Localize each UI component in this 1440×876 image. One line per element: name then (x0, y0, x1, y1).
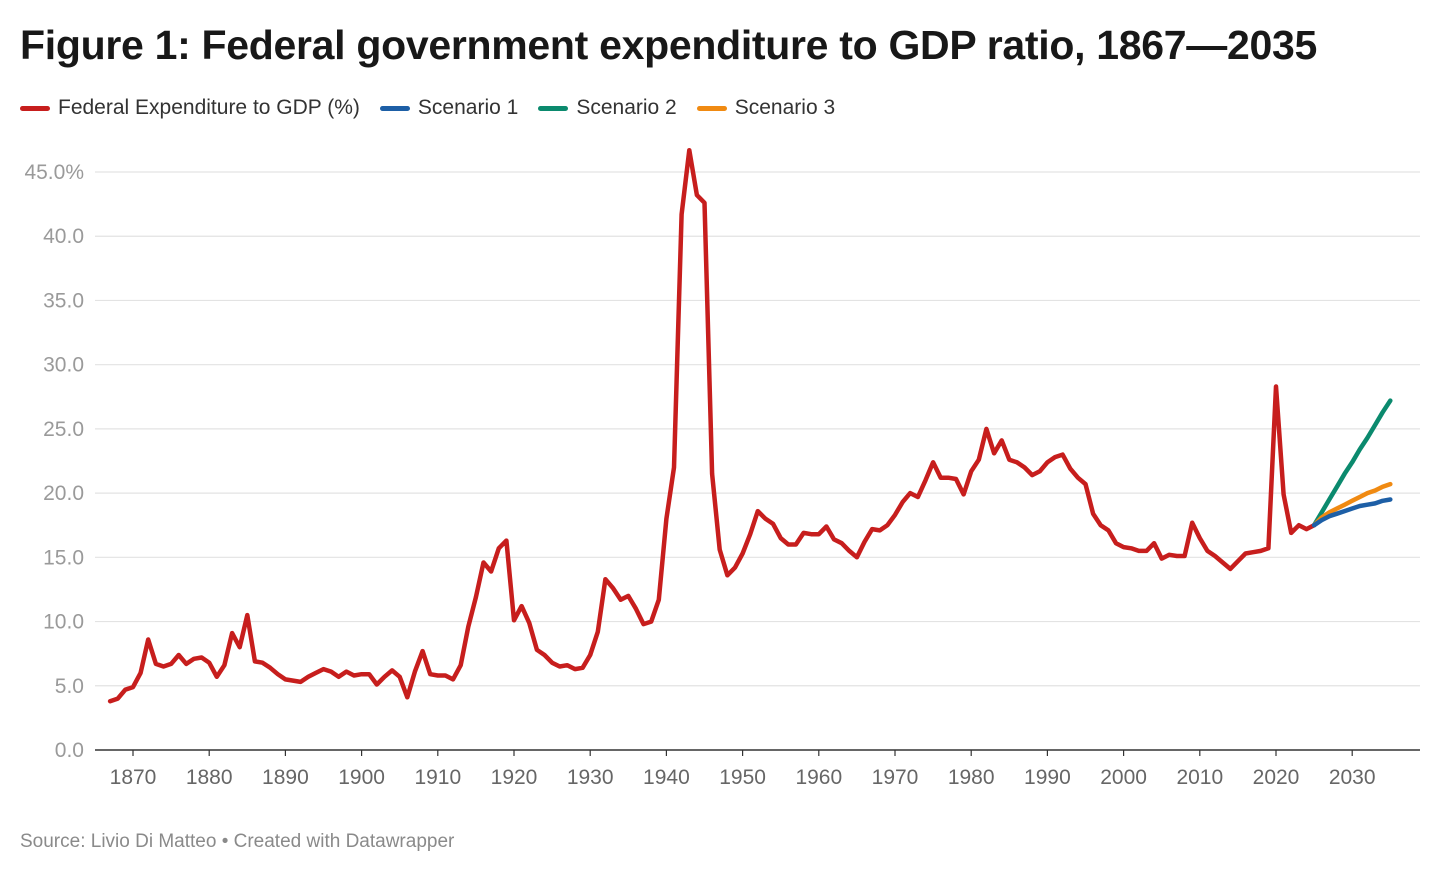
legend: Federal Expenditure to GDP (%) Scenario … (20, 96, 855, 120)
x-tick-label: 1880 (186, 766, 233, 789)
y-tick-label: 0.0 (55, 739, 84, 762)
series-line-scenario-2 (1311, 398, 1393, 528)
x-tick-label: 2000 (1100, 766, 1147, 789)
x-tick-label: 1940 (643, 766, 690, 789)
legend-item-federal: Federal Expenditure to GDP (%) (20, 96, 360, 120)
y-axis-ticks: 0.0 5.0 10.0 15.0 20.0 25.0 30.0 35.0 40.0 45.0% (24, 161, 84, 762)
y-tick-label: 45.0% (24, 161, 84, 184)
series-lines (107, 147, 1393, 704)
chart-title: Figure 1: Federal government expenditure… (20, 22, 1318, 68)
x-tick-label: 1950 (719, 766, 766, 789)
y-tick-label: 15.0 (43, 546, 84, 569)
x-axis-ticks: 1870 1880 1890 1900 1910 1920 1930 1940 1950 1960… (110, 750, 1376, 789)
grid-lines (95, 171, 1420, 751)
y-tick-label: 25.0 (43, 418, 84, 441)
y-tick-label: 35.0 (43, 289, 84, 312)
series-line-scenario-3 (1311, 481, 1393, 528)
x-tick-label: 2030 (1329, 766, 1376, 789)
line-chart: 0.05.010.015.020.025.030.035.040.045.0% … (24, 147, 1420, 789)
y-tick-label: 10.0 (43, 611, 84, 634)
y-tick-label: 20.0 (43, 482, 84, 505)
x-tick-label: 2020 (1253, 766, 1300, 789)
source-note: Source: Livio Di Matteo • Created with D… (20, 831, 455, 852)
legend-label-scenario-2: Scenario 2 (576, 96, 677, 119)
legend-swatch-scenario-1 (379, 105, 410, 111)
x-tick-label: 1910 (414, 766, 461, 789)
x-tick-label: 2010 (1176, 766, 1223, 789)
legend-item-scenario-1: Scenario 1 (379, 96, 519, 120)
x-tick-label: 1930 (567, 766, 614, 789)
x-tick-label: 1870 (110, 766, 157, 789)
legend-item-scenario-2: Scenario 2 (538, 96, 677, 120)
legend-swatch-federal (20, 105, 50, 111)
x-tick-label: 1960 (795, 766, 842, 789)
legend-label-federal: Federal Expenditure to GDP (%) (58, 96, 360, 119)
legend-item-scenario-3: Scenario 3 (696, 96, 836, 120)
y-tick-label: 30.0 (43, 354, 84, 377)
x-tick-label: 1990 (1024, 766, 1071, 789)
x-tick-label: 1890 (262, 766, 309, 789)
legend-label-scenario-1: Scenario 1 (417, 96, 519, 119)
x-tick-label: 1900 (338, 766, 385, 789)
legend-label-scenario-3: Scenario 3 (734, 96, 836, 119)
y-tick-label: 40.0 (43, 225, 84, 248)
series-line-federal-expenditure-to-gdp (107, 147, 1317, 704)
y-tick-label: 5.0 (55, 675, 84, 698)
legend-swatch-scenario-3 (696, 105, 727, 111)
x-tick-label: 1920 (491, 766, 538, 789)
x-tick-label: 1980 (948, 766, 995, 789)
series-line-scenario-1 (1311, 497, 1393, 528)
x-tick-label: 1970 (872, 766, 919, 789)
legend-swatch-scenario-2 (538, 105, 569, 111)
